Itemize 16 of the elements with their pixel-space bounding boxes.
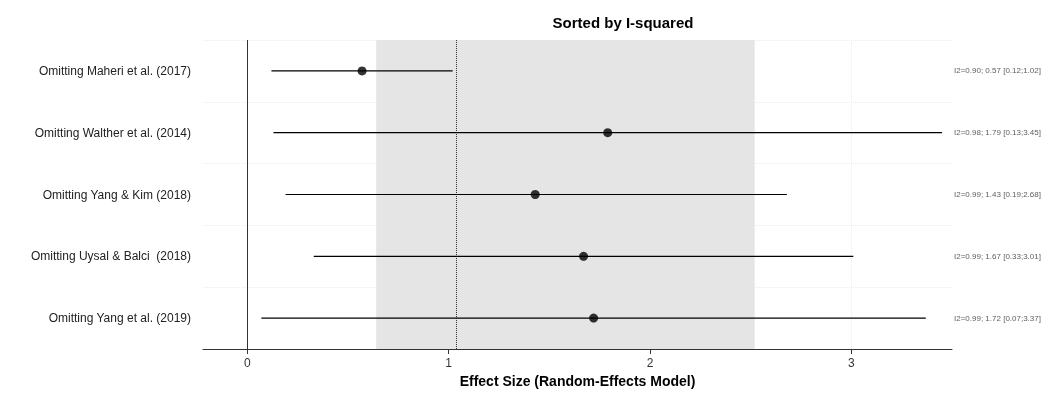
data-label: I2=0.90; 0.57 [0.12;1.02] bbox=[954, 66, 1041, 76]
y-tick-label: Omitting Uysal & Balci (2018) bbox=[30, 249, 191, 264]
data-label: I2=0.99; 1.43 [0.19;2.68] bbox=[954, 190, 1041, 199]
data-label: I2=0.99; 1.72 [0.07;3.37] bbox=[954, 313, 1041, 323]
data-label: I2=0.98; 1.79 [0.13;3.45] bbox=[954, 128, 1041, 138]
y-tick-label: Omitting Walther et al. (2014) bbox=[34, 125, 191, 140]
x-tick-label: 3 bbox=[847, 356, 855, 370]
x-tick-label: 1 bbox=[445, 356, 453, 370]
x-axis-title: Effect Size (Random-Effects Model) bbox=[459, 372, 696, 389]
x-tick-label: 0 bbox=[243, 356, 251, 370]
y-tick-label: Omitting Yang et al. (2019) bbox=[48, 311, 191, 326]
x-tick-label: 2 bbox=[646, 356, 654, 370]
chart-title: Sorted by I-squared bbox=[552, 14, 694, 31]
data-label: I2=0.99; 1.67 [0.33;3.01] bbox=[954, 251, 1041, 261]
y-tick-label: Omitting Yang & Kim (2018) bbox=[42, 187, 191, 202]
y-tick-label: Omitting Maheri et al. (2017) bbox=[38, 63, 191, 78]
